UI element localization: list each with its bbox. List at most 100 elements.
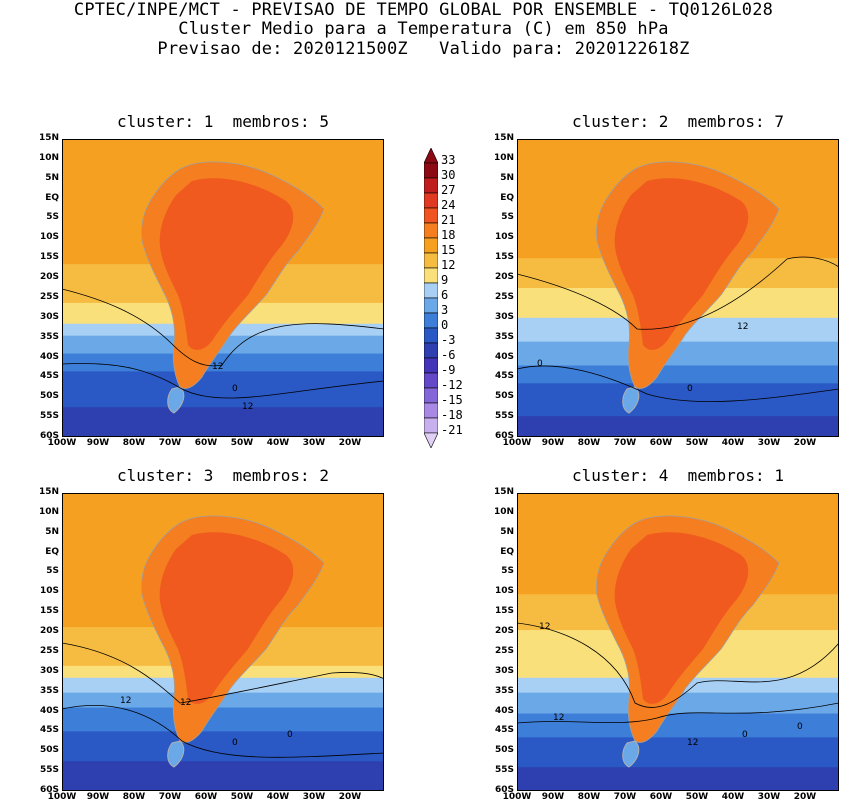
panel-2-title: cluster: 2 membros: 7: [572, 112, 784, 131]
contour-label: 0: [232, 384, 238, 394]
latitude-label: 50S: [39, 391, 59, 402]
colorbar-swatch: [424, 222, 438, 239]
latitude-label: 5N: [45, 526, 59, 537]
colorbar-label: 6: [441, 287, 449, 302]
longitude-label: 70W: [613, 438, 637, 448]
longitude-label: 30W: [302, 792, 326, 802]
latitude-label: 55S: [39, 411, 59, 422]
longitude-label: 50W: [685, 438, 709, 448]
latitude-label: 25S: [39, 645, 59, 656]
latitude-label: 35S: [494, 685, 514, 696]
latitude-label: 15S: [39, 606, 59, 617]
latitude-label: 10N: [493, 506, 514, 517]
contour-label: 0: [797, 722, 803, 732]
map-field-4: 12 12 12 0 0: [517, 493, 839, 791]
colorbar-swatch: [424, 327, 438, 344]
longitude-label: 40W: [721, 438, 745, 448]
colorbar-label: 24: [441, 197, 456, 212]
colorbar-swatch: [424, 357, 438, 374]
latitude-label: 10S: [39, 586, 59, 597]
latitude-label: 30S: [39, 665, 59, 676]
contour-line: [62, 288, 384, 367]
latitude-label: 35S: [39, 331, 59, 342]
latitude-label: 30S: [494, 311, 514, 322]
latitude-label: 55S: [494, 411, 514, 422]
colorbar-bottom-arrow: [424, 432, 438, 448]
longitude-label: 50W: [230, 438, 254, 448]
longitude-label: 90W: [541, 792, 565, 802]
colorbar-swatch: [424, 387, 438, 404]
colorbar-label: 30: [441, 167, 456, 182]
colorbar-label: 27: [441, 182, 456, 197]
colorbar-swatch: [424, 297, 438, 314]
longitude-label: 20W: [338, 438, 362, 448]
latitude-label: 50S: [39, 745, 59, 756]
latitude-label: 40S: [39, 705, 59, 716]
longitude-label: 70W: [613, 792, 637, 802]
longitude-label: 80W: [577, 438, 601, 448]
temperature-band: [517, 365, 839, 385]
panel-3-title: cluster: 3 membros: 2: [117, 466, 329, 485]
latitude-label: 40S: [39, 351, 59, 362]
longitude-label: 60W: [194, 438, 218, 448]
contour-label: 12: [737, 322, 748, 332]
map-panel-3: 12 12 0 0: [62, 493, 384, 791]
temperature-band: [62, 692, 384, 709]
panel-1-title: cluster: 1 membros: 5: [117, 112, 329, 131]
colorbar-swatch: [424, 267, 438, 284]
latitude-label: 10N: [493, 152, 514, 163]
colorbar-label: 0: [441, 317, 449, 332]
temperature-band: [517, 767, 839, 791]
map-panel-2: 12 0 0: [517, 139, 839, 437]
latitude-label: 20S: [494, 626, 514, 637]
header-line-1: CPTEC/INPE/MCT - PREVISAO DE TEMPO GLOBA…: [73, 0, 774, 20]
longitude-label: 30W: [757, 438, 781, 448]
latitude-label: 45S: [39, 371, 59, 382]
panel-frame: [62, 493, 384, 791]
latitude-label: 15N: [38, 487, 59, 497]
latitude-label: 10S: [494, 586, 514, 597]
longitude-label: 70W: [158, 792, 182, 802]
contour-label: 0: [687, 384, 693, 394]
contour-label: 12: [687, 738, 698, 748]
latitude-label: 55S: [494, 765, 514, 776]
latitude-label: 20S: [39, 626, 59, 637]
longitude-label: 50W: [230, 792, 254, 802]
colorbar-label: -18: [441, 407, 463, 422]
longitude-label: 60W: [194, 792, 218, 802]
latitude-label: 15S: [494, 606, 514, 617]
longitude-label: 70W: [158, 438, 182, 448]
latitude-label: EQ: [500, 192, 514, 203]
temperature-band: [62, 407, 384, 437]
longitude-label: 80W: [122, 792, 146, 802]
latitude-label: 10N: [38, 152, 59, 163]
longitude-label: 40W: [721, 792, 745, 802]
contour-line: [62, 705, 384, 758]
latitude-label: 10S: [494, 232, 514, 243]
contour-line: [517, 256, 839, 330]
longitude-label: 100W: [47, 792, 77, 802]
contour-label: 0: [232, 738, 238, 748]
colorbar-label: -21: [441, 422, 463, 437]
contour-label: 12: [120, 696, 131, 706]
latitude-label: 50S: [494, 745, 514, 756]
patagonia: [622, 740, 640, 768]
colorbar-swatch: [424, 372, 438, 389]
latitude-label: 5S: [46, 212, 59, 223]
contour-line: [62, 642, 384, 704]
map-field-2: 12 0 0: [517, 139, 839, 437]
map-panel-4: 12 12 12 0 0: [517, 493, 839, 791]
warm-core-region: [614, 532, 749, 704]
longitude-label: 40W: [266, 792, 290, 802]
longitude-label: 90W: [86, 438, 110, 448]
longitude-label: 90W: [541, 438, 565, 448]
colorbar-swatch: [424, 282, 438, 299]
latitude-label: 25S: [494, 291, 514, 302]
longitude-label: 80W: [577, 792, 601, 802]
colorbar-label: 21: [441, 212, 456, 227]
contour-line: [62, 363, 384, 399]
longitude-label: 30W: [302, 438, 326, 448]
latitude-label: 60S: [494, 785, 514, 795]
colorbar-swatch: [424, 252, 438, 269]
latitude-label: 10S: [39, 232, 59, 243]
